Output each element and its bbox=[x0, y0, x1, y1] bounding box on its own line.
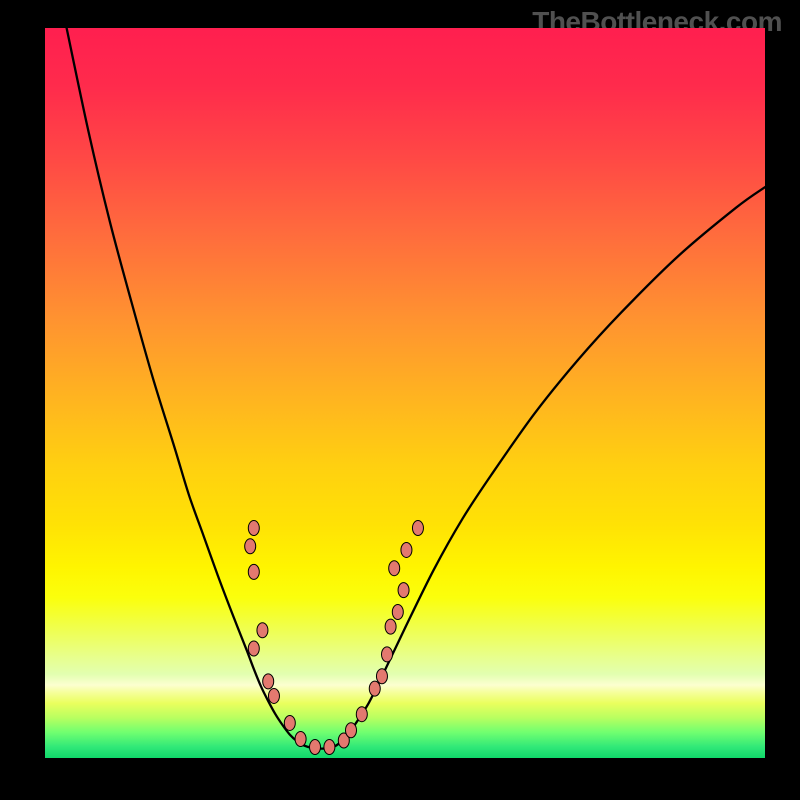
data-marker bbox=[376, 669, 387, 684]
data-marker bbox=[346, 723, 357, 738]
data-marker bbox=[268, 688, 279, 703]
data-marker bbox=[389, 561, 400, 576]
gradient-background bbox=[45, 28, 765, 758]
data-marker bbox=[412, 521, 423, 536]
data-marker bbox=[248, 641, 259, 656]
data-marker bbox=[356, 707, 367, 722]
data-marker bbox=[324, 740, 335, 755]
data-marker bbox=[257, 623, 268, 638]
data-marker bbox=[310, 740, 321, 755]
data-marker bbox=[398, 583, 409, 598]
data-marker bbox=[392, 605, 403, 620]
data-marker bbox=[284, 715, 295, 730]
plot-svg bbox=[45, 28, 765, 758]
data-marker bbox=[295, 732, 306, 747]
data-marker bbox=[248, 564, 259, 579]
chart-root: TheBottleneck.com bbox=[0, 0, 800, 800]
data-marker bbox=[248, 521, 259, 536]
data-marker bbox=[263, 674, 274, 689]
data-marker bbox=[401, 542, 412, 557]
data-marker bbox=[385, 619, 396, 634]
plot-area bbox=[45, 28, 765, 758]
data-marker bbox=[369, 681, 380, 696]
data-marker bbox=[382, 647, 393, 662]
data-marker bbox=[245, 539, 256, 554]
